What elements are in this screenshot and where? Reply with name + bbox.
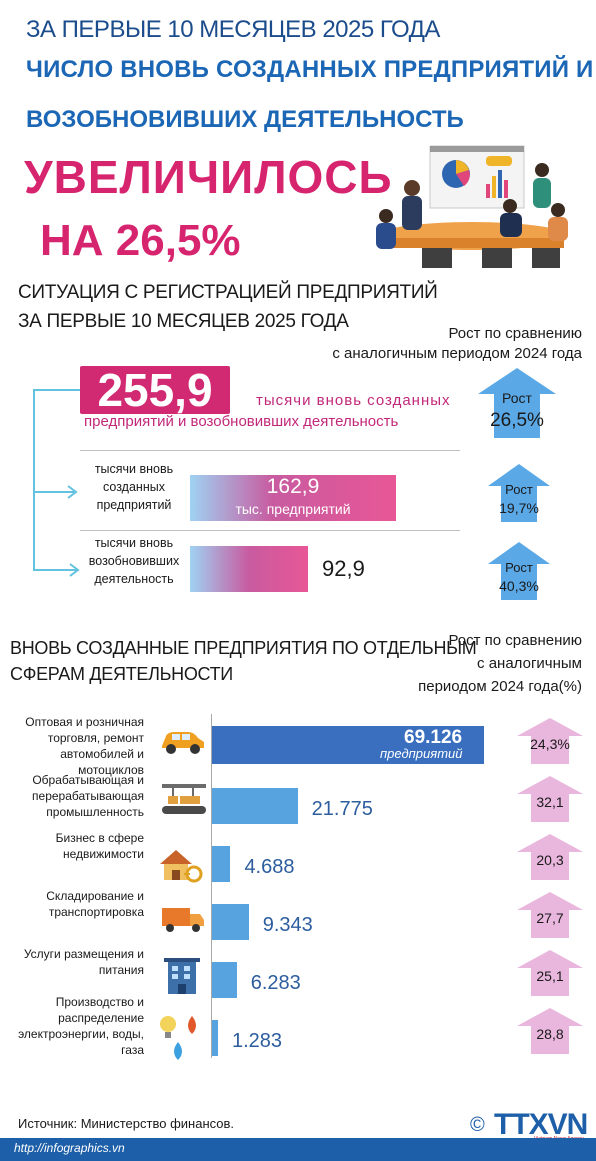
section2-growth-header-3: периодом 2024 года(%)	[418, 678, 582, 695]
utilities-icon	[160, 1016, 196, 1060]
up-arrow-icon	[517, 834, 583, 880]
sector-label: Складирование и транспортировка	[46, 889, 144, 919]
sector-growth-value: 32,1	[536, 794, 564, 810]
sector-bar	[212, 962, 237, 998]
sector-label: Бизнес в сфере недвижимости	[55, 831, 144, 861]
sector-growth-value: 28,8	[536, 1026, 564, 1042]
total-text-line-1: тысячи вновь созданных	[256, 392, 451, 409]
sector-value: 69.126	[404, 727, 463, 748]
bracket-connector	[33, 389, 80, 577]
delivery-truck-icon	[162, 908, 204, 932]
total-text-line-2: предприятий и возобновивших деятельность	[84, 413, 399, 430]
section1-growth-header-1: Рост по сравнению	[448, 325, 582, 342]
section2-growth-header-2: с аналогичным	[477, 655, 582, 672]
sector-value: 4.688	[244, 856, 295, 878]
axis-line	[211, 714, 212, 1058]
resumed-growth-value: 40,3%	[499, 578, 539, 594]
total-growth-label: Рост	[502, 390, 532, 406]
new-growth-label: Рост	[505, 482, 533, 497]
up-arrow-icon	[517, 776, 583, 822]
separator	[80, 530, 460, 531]
resumed-growth-label: Рост	[505, 560, 533, 575]
sector-bar	[212, 726, 484, 764]
meeting-illustration	[376, 145, 568, 268]
up-arrow-icon	[488, 464, 550, 522]
new-enterprises-label: тысячи вновь созданных предприятий	[94, 462, 174, 512]
section1-growth-header-2: с аналогичным периодом 2024 года	[332, 345, 582, 362]
house-key-icon	[160, 850, 203, 883]
sector-bar	[212, 846, 231, 882]
sector-value-unit: предприятий	[380, 746, 463, 761]
sector-label: Производство и распределение электроэнер…	[18, 995, 144, 1057]
header-line-2: ЧИСЛО ВНОВЬ СОЗДАННЫХ ПРЕДПРИЯТИЙ И	[26, 56, 594, 83]
sector-value: 21.775	[311, 798, 373, 820]
sector-label: Обрабатывающая и перерабатывающая промыш…	[32, 773, 144, 819]
separator	[80, 450, 460, 451]
section2-title-line-2: СФЕРАМ ДЕЯТЕЛЬНОСТИ	[10, 664, 233, 684]
header-line-3: ВОЗОБНОВИВШИХ ДЕЯТЕЛЬНОСТЬ	[26, 106, 464, 133]
sector-bar	[212, 904, 249, 940]
copyright-symbol: ©	[470, 1114, 485, 1136]
up-arrow-icon	[517, 892, 583, 938]
resumed-growth-arrow: Рост 40,3%	[486, 540, 552, 602]
sector-growth-value: 20,3	[536, 852, 564, 868]
resumed-value: 92,9	[322, 556, 365, 581]
footer-bar	[0, 1138, 596, 1161]
sector-growth-value: 25,1	[536, 968, 564, 984]
new-growth-arrow: Рост 19,7%	[486, 462, 552, 524]
new-enterprises-value: 162,9	[266, 475, 320, 498]
new-growth-value: 19,7%	[499, 500, 539, 516]
source-text: Источник: Министерство финансов.	[18, 1116, 235, 1131]
car-icon	[162, 732, 204, 754]
sector-label: Оптовая и розничная торговля, ремонт авт…	[25, 715, 144, 777]
up-arrow-icon	[478, 368, 556, 438]
sector-value: 6.283	[250, 972, 301, 994]
sector-growth-value: 24,3%	[530, 736, 570, 752]
section2-title-line-1: ВНОВЬ СОЗДАННЫЕ ПРЕДПРИЯТИЯ ПО ОТДЕЛЬНЫМ	[10, 638, 477, 658]
up-arrow-icon	[517, 1008, 583, 1054]
header-increased: УВЕЛИЧИЛОСЬ	[24, 151, 393, 203]
resumed-bar	[190, 546, 308, 592]
ttxvn-logo: TTXVN	[494, 1108, 588, 1141]
total-value-box: 255,9	[80, 366, 230, 414]
up-arrow-icon	[517, 950, 583, 996]
header-line-1: ЗА ПЕРВЫЕ 10 МЕСЯЦЕВ 2025 ГОДА	[26, 16, 440, 43]
header-percent: НА 26,5%	[40, 216, 241, 265]
up-arrow-icon	[488, 542, 550, 600]
total-growth-arrow: Рост 26,5%	[476, 366, 558, 440]
sector-value: 1.283	[232, 1030, 283, 1052]
hotel-icon	[164, 958, 200, 994]
sector-bar	[212, 1020, 218, 1056]
section1-title-line-2: ЗА ПЕРВЫЕ 10 МЕСЯЦЕВ 2025 ГОДА	[18, 311, 349, 332]
footer-url[interactable]: http://infographics.vn	[14, 1141, 125, 1155]
resumed-label: тысячи вновь возобновивших деятельность	[88, 536, 180, 586]
new-enterprises-unit: тыс. предприятий	[235, 501, 351, 517]
up-arrow-icon	[517, 718, 583, 764]
factory-icon	[162, 784, 206, 814]
sector-label: Услуги размещения и питания	[23, 947, 144, 977]
sector-bar	[212, 788, 298, 824]
section1-title-line-1: СИТУАЦИЯ С РЕГИСТРАЦИЕЙ ПРЕДПРИЯТИЙ	[18, 282, 438, 303]
section2-growth-header-1: Рост по сравнению	[448, 632, 582, 649]
sector-growth-value: 27,7	[536, 910, 564, 926]
total-growth-value: 26,5%	[490, 410, 544, 431]
new-enterprises-bar	[190, 475, 396, 521]
sector-value: 9.343	[262, 914, 313, 936]
